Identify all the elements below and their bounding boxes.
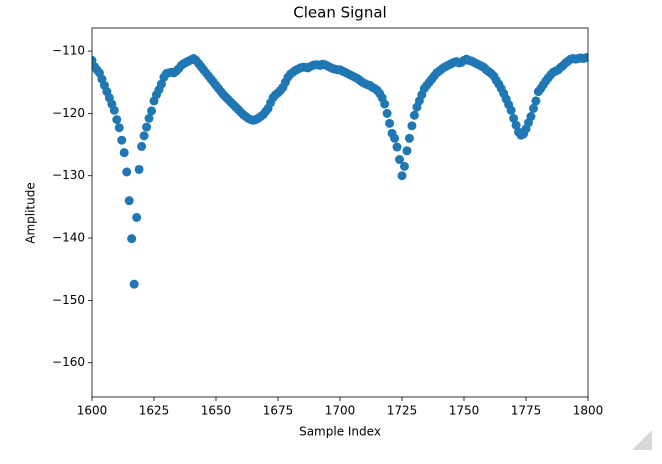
y-axis-label: Amplitude (24, 182, 38, 244)
x-tick-label: 1725 (387, 404, 418, 418)
point (402, 146, 412, 156)
point (397, 171, 407, 181)
point (119, 148, 129, 158)
chart-title: Clean Signal (293, 4, 386, 22)
point (395, 155, 405, 165)
x-tick-label: 1800 (573, 404, 604, 418)
plot-area (92, 52, 588, 289)
point (509, 113, 519, 123)
point (129, 279, 139, 289)
point (139, 131, 149, 141)
x-tick-label: 1625 (139, 404, 170, 418)
point (142, 122, 152, 132)
x-tick-label: 1650 (201, 404, 232, 418)
point (147, 106, 157, 116)
point (407, 121, 417, 131)
point (511, 120, 521, 130)
point (132, 212, 142, 222)
point (144, 113, 154, 123)
point (404, 133, 414, 143)
point (134, 164, 144, 174)
point (117, 135, 127, 145)
y-tick-label: −110 (52, 44, 85, 58)
y-tick-label: −150 (52, 293, 85, 307)
point (392, 142, 402, 152)
x-tick-label: 1750 (449, 404, 480, 418)
x-tick-label: 1700 (325, 404, 356, 418)
x-axis-label: Sample Index (299, 425, 381, 439)
point (399, 161, 409, 171)
point (385, 118, 395, 128)
point (409, 110, 419, 120)
y-tick-label: −120 (52, 106, 85, 120)
x-tick-label: 1675 (263, 404, 294, 418)
point (390, 133, 400, 143)
y-tick-label: −140 (52, 231, 85, 245)
point (112, 115, 122, 125)
resize-grip[interactable] (632, 430, 652, 450)
point (122, 167, 132, 177)
point (382, 108, 392, 118)
point (109, 105, 119, 115)
point (124, 196, 134, 206)
y-tick-label: −130 (52, 168, 85, 182)
point (583, 52, 588, 62)
point (526, 112, 536, 122)
point (380, 99, 390, 109)
point (156, 79, 166, 89)
point (127, 234, 137, 244)
point (137, 141, 147, 151)
point (531, 96, 541, 106)
x-tick-label: 1775 (511, 404, 542, 418)
point (528, 103, 538, 113)
point (506, 105, 516, 115)
x-tick-label: 1600 (77, 404, 108, 418)
point (114, 123, 124, 133)
y-tick-label: −160 (52, 355, 85, 369)
